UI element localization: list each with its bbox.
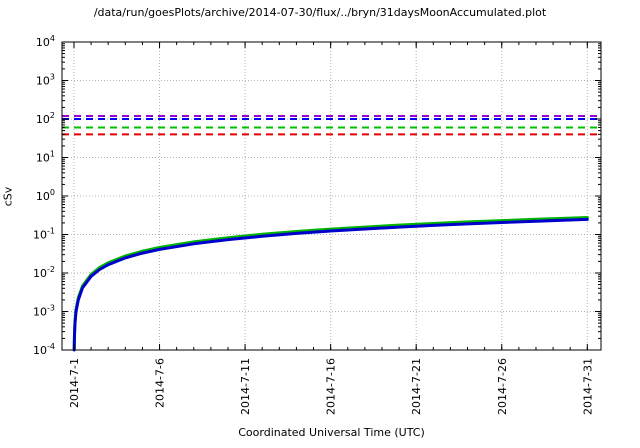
y-tick-label: 102 — [36, 111, 55, 126]
x-tick-label: 2014-7-1 — [68, 358, 81, 408]
plot-border — [61, 41, 602, 351]
y-tick-label: 103 — [36, 73, 55, 88]
y-tick-label: 100 — [36, 188, 55, 203]
grid-lines — [62, 41, 601, 351]
x-tick-label: 2014-7-11 — [239, 358, 252, 415]
threshold-lines — [62, 114, 601, 136]
x-tick-label: 2014-7-21 — [410, 358, 423, 415]
y-tick-labels: 10-4 10-3 10-2 10-1 100 101 102 103 104 — [33, 34, 55, 357]
data-series — [72, 216, 589, 352]
x-tick-label: 2014-7-6 — [154, 358, 167, 408]
x-tick-label: 2014-7-31 — [581, 358, 594, 415]
y-tick-label: 10-2 — [33, 265, 55, 280]
tick-marks — [62, 41, 601, 351]
x-tick-label: 2014-7-16 — [325, 358, 338, 415]
x-axis-label: Coordinated Universal Time (UTC) — [238, 426, 425, 439]
series-accumulated-dose-blue — [72, 217, 589, 352]
y-tick-label: 10-4 — [33, 342, 55, 357]
y-tick-label: 10-1 — [33, 227, 55, 242]
x-tick-labels: 2014-7-1 2014-7-6 2014-7-11 2014-7-16 2014-7… — [68, 358, 594, 415]
y-tick-label: 104 — [36, 34, 55, 49]
plot-title: /data/run/goesPlots/archive/2014-07-30/f… — [93, 6, 547, 19]
y-tick-label: 101 — [36, 150, 55, 165]
x-tick-label: 2014-7-26 — [496, 358, 509, 415]
y-tick-label: 10-3 — [33, 304, 55, 319]
